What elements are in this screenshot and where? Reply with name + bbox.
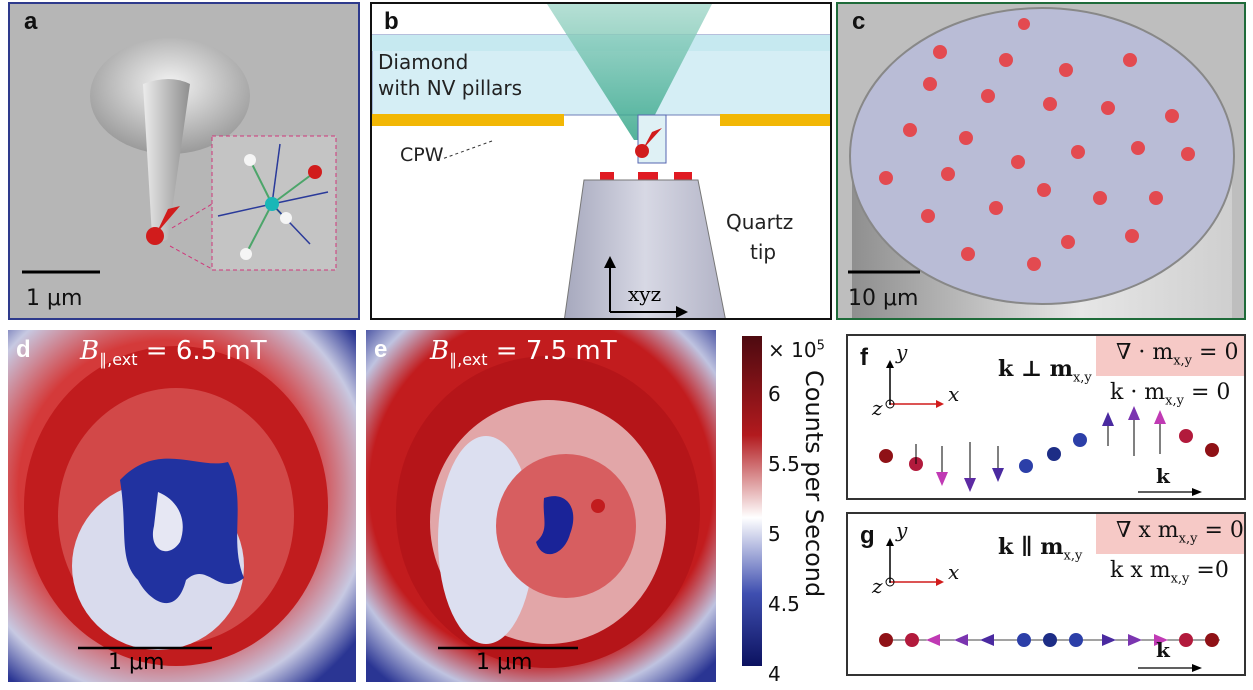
- cpw-right: [720, 114, 830, 126]
- box-eq-f-text: ∇ · m: [1116, 340, 1174, 365]
- field-subscript-d: ∥,ext: [99, 350, 138, 370]
- axis-y-g: y: [896, 518, 908, 542]
- panel-c-sem-image: [838, 4, 1244, 318]
- panel-e-label: e: [374, 336, 388, 363]
- quartz-label: Quartz: [726, 210, 794, 234]
- k-label-f: k: [1156, 464, 1170, 488]
- box-eq-g-sub: x,y: [1178, 531, 1198, 547]
- panel-f: f: [846, 334, 1246, 500]
- relation-g-text: k ∥ m: [998, 534, 1064, 560]
- vortex-core: [536, 496, 574, 555]
- axis-z-f: z: [872, 396, 883, 420]
- pillars-label: with NV pillars: [378, 76, 523, 100]
- spin-chain-g: [879, 633, 1220, 647]
- relation-g: k ∥ mx,y: [998, 534, 1082, 563]
- relation-g-sub: x,y: [1063, 548, 1083, 564]
- eq2-f-text: k · m: [1110, 380, 1166, 405]
- eq2-f-sub: x,y: [1165, 393, 1184, 409]
- field-value-d: = 6.5 mT: [145, 336, 267, 366]
- multiplier-exponent: 5: [816, 338, 825, 354]
- box-eq-g-rhs: = 0: [1204, 518, 1244, 543]
- curl-highlight: [1096, 514, 1244, 554]
- panel-f-label: f: [860, 344, 868, 371]
- field-label-e: B∥,ext = 7.5 mT: [430, 336, 617, 369]
- panel-a-sem-image: [10, 4, 358, 318]
- field-symbol-d: B: [80, 336, 100, 366]
- colorbar-tick-5-5: 5.5: [768, 452, 800, 476]
- box-eq-f-sub: x,y: [1173, 353, 1193, 369]
- colorbar-multiplier: × 105: [768, 338, 825, 362]
- field-symbol-e: B: [430, 336, 450, 366]
- scale-label-e: 1 μm: [476, 650, 533, 675]
- panel-e: e B∥,ext = 7.5 mT 1 μm: [366, 330, 716, 682]
- panel-e-odmr-map: [366, 330, 716, 682]
- relation-f-text: k ⊥ m: [998, 356, 1073, 382]
- panel-a: a 1 μm: [8, 2, 360, 320]
- panel-b-schematic: [372, 4, 830, 318]
- panel-g: g y x z k ∥ mx,y ∇: [846, 512, 1246, 676]
- panel-d-odmr-map: [8, 330, 356, 682]
- eq2-g-sub: x,y: [1170, 571, 1190, 587]
- colorbar-gradient: [742, 336, 762, 666]
- eq2-g: k x mx,y =0: [1110, 558, 1229, 586]
- quartz-tip: [564, 179, 726, 318]
- scale-label-a: 1 μm: [26, 286, 83, 311]
- axis-y-f: y: [896, 340, 908, 364]
- panel-g-label: g: [860, 522, 875, 549]
- panel-c-label: c: [852, 8, 866, 35]
- colorbar-tick-6: 6: [768, 382, 781, 406]
- relation-f-sub: x,y: [1072, 370, 1092, 386]
- diamond-label: Diamond: [378, 50, 469, 74]
- tip-label: tip: [750, 240, 777, 264]
- panel-f-spinwave: [879, 336, 1244, 496]
- fiber-facet: [849, 7, 1235, 305]
- multiplier-text: × 10: [768, 338, 817, 362]
- relation-f: k ⊥ mx,y: [998, 356, 1092, 385]
- axis-z-g: z: [872, 574, 883, 598]
- k-label-g: k: [1156, 638, 1170, 662]
- panel-b-label: b: [384, 8, 399, 35]
- spin-chain-f: [879, 406, 1219, 492]
- colorbar-tick-4-5: 4.5: [768, 592, 800, 616]
- eq2-f: k · mx,y = 0: [1110, 380, 1230, 408]
- field-subscript-e: ∥,ext: [449, 350, 488, 370]
- field-label-d: B∥,ext = 6.5 mT: [80, 336, 267, 369]
- divergence-highlight: [1096, 336, 1244, 376]
- eq2-g-rhs: =0: [1196, 558, 1229, 583]
- cpw-left: [372, 114, 564, 126]
- panel-d-label: d: [16, 336, 31, 363]
- colorbar-tick-4: 4: [768, 662, 781, 686]
- colorbar-tick-5: 5: [768, 522, 781, 546]
- field-value-e: = 7.5 mT: [495, 336, 617, 366]
- eq2-g-text: k x m: [1110, 558, 1171, 583]
- cpw-label: CPW: [400, 144, 444, 166]
- laser-beam: [547, 4, 712, 140]
- colorbar: × 105 6 5.5 5 4.5 4 Counts per Second: [722, 330, 834, 688]
- nv-center-marker: [146, 227, 164, 245]
- axis-x-g: x: [948, 560, 960, 584]
- xyz-label: xyz: [628, 282, 662, 306]
- eq2-f-rhs: = 0: [1190, 380, 1231, 405]
- pillar-array: [879, 18, 1195, 271]
- panel-a-label: a: [24, 8, 38, 35]
- axis-x-f: x: [948, 382, 960, 406]
- box-eq-f: ∇ · mx,y = 0: [1116, 340, 1238, 368]
- scale-label-c: 10 μm: [848, 286, 919, 311]
- panel-d: d B∥,ext = 6.5 mT 1 μm: [8, 330, 356, 682]
- panel-c: c 10 μm: [836, 2, 1246, 320]
- box-eq-g-text: ∇ x m: [1116, 518, 1179, 543]
- colorbar-title: Counts per Second: [800, 370, 828, 598]
- scale-label-d: 1 μm: [108, 650, 165, 675]
- panel-b: b Diamond with NV pillars CPW Quartz tip…: [370, 2, 832, 320]
- box-eq-g: ∇ x mx,y = 0: [1116, 518, 1244, 546]
- box-eq-f-rhs: = 0: [1199, 340, 1239, 365]
- panel-g-spinwave: [879, 514, 1244, 672]
